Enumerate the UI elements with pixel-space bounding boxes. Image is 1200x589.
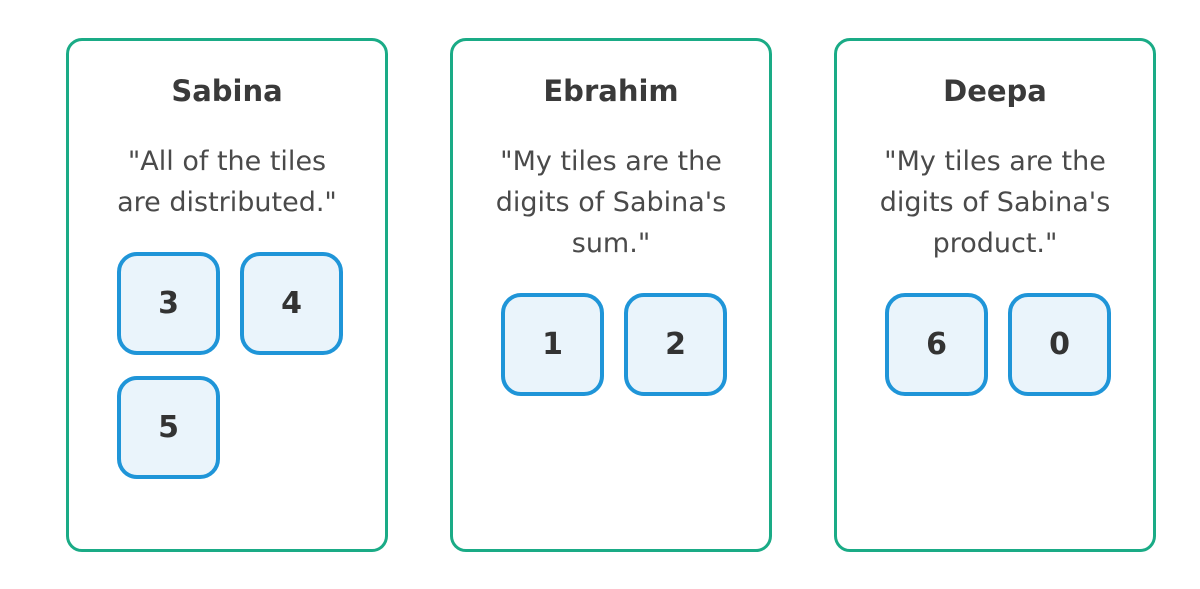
card-sabina: Sabina "All of the tiles are distributed…	[66, 38, 388, 552]
number-tile: 5	[117, 376, 220, 479]
tile-group: 3 4 5	[69, 252, 385, 482]
number-tile: 4	[240, 252, 343, 355]
card-name: Deepa	[943, 74, 1047, 108]
tile-group: 1 2	[453, 293, 769, 403]
card-quote: "My tiles are the digits of Sabina's pro…	[879, 146, 1111, 259]
card-quote: "All of the tiles are distributed."	[117, 146, 337, 218]
card-name: Sabina	[171, 74, 283, 108]
number-tile: 3	[117, 252, 220, 355]
card-name: Ebrahim	[543, 74, 679, 108]
card-ebrahim: Ebrahim "My tiles are the digits of Sabi…	[450, 38, 772, 552]
tile-group: 6 0	[837, 293, 1153, 403]
number-tile: 6	[885, 293, 988, 396]
number-tile: 0	[1008, 293, 1111, 396]
number-tile: 1	[501, 293, 604, 396]
card-deepa: Deepa "My tiles are the digits of Sabina…	[834, 38, 1156, 552]
number-tile: 2	[624, 293, 727, 396]
card-quote: "My tiles are the digits of Sabina's sum…	[495, 146, 727, 259]
